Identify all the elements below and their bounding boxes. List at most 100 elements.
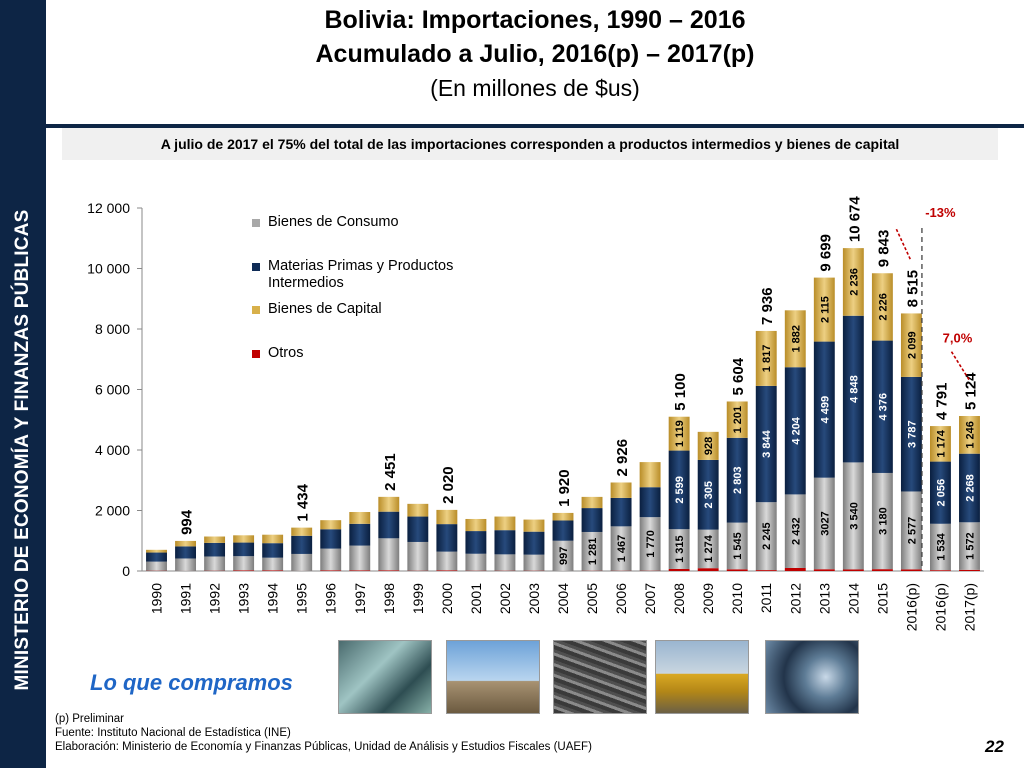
drilling-rig-photo (446, 640, 540, 714)
segment-data-label: 1 174 (935, 429, 947, 457)
bar-otros (233, 570, 255, 571)
change-annotation: 7,0% (943, 331, 973, 346)
segment-data-label: 4 204 (790, 416, 802, 444)
bar-bienes-de-capital (581, 531, 603, 571)
bar-bienes-de-capital (842, 462, 864, 570)
highlight-text: A julio de 2017 el 75% del total de las … (160, 136, 900, 152)
tagline: Lo que compramos (90, 670, 293, 695)
legend-swatch (252, 306, 260, 314)
legend-label: Materias Primas y Productos Intermedios (268, 258, 454, 291)
bar-bienes-de-consumo (407, 503, 429, 517)
bar-bienes-de-capital (262, 557, 284, 571)
x-tick-label: 1990 (149, 583, 165, 614)
bar-otros (436, 570, 458, 571)
bar-bienes-de-capital (552, 540, 574, 571)
bar-bienes-de-capital (523, 554, 545, 571)
bar-materias-primas (146, 552, 167, 562)
segment-data-label: 4 376 (877, 393, 889, 421)
bar-bienes-de-capital (726, 522, 748, 570)
bar-bienes-de-consumo (581, 496, 603, 509)
bar-otros (726, 569, 748, 571)
bar-materias-primas (523, 531, 545, 555)
bar-materias-primas (959, 453, 980, 523)
bar-bienes-de-consumo (175, 540, 197, 547)
x-tick-label: 2000 (439, 583, 455, 614)
bar-otros (929, 570, 951, 571)
bar-bienes-de-capital (697, 529, 719, 569)
bar-bienes-de-capital (755, 502, 777, 571)
bar-bienes-de-capital (784, 494, 806, 568)
bar-bienes-de-capital (320, 548, 342, 571)
x-tick-label: 1997 (352, 583, 368, 614)
bar-materias-primas (900, 376, 922, 492)
bar-bienes-de-consumo (610, 482, 632, 498)
segment-data-label: 3 787 (906, 420, 918, 448)
segment-data-label: 1 817 (761, 345, 773, 373)
segment-data-label: 1 770 (645, 530, 657, 558)
total-data-label: 994 (179, 509, 196, 535)
bar-bienes-de-capital (291, 553, 313, 571)
segment-data-label: 1 315 (674, 535, 686, 563)
total-data-label: 8 515 (904, 270, 921, 308)
bar-materias-primas (581, 508, 603, 532)
bar-bienes-de-consumo (262, 534, 284, 544)
highlight-banner (62, 128, 998, 160)
bar-bienes-de-consumo (842, 248, 864, 316)
bar-bienes-de-consumo (204, 536, 226, 543)
segment-data-label: 1 545 (732, 532, 744, 560)
total-data-label: 1 920 (556, 469, 573, 507)
bar-otros (871, 569, 893, 571)
bar-materias-primas (668, 450, 690, 530)
total-data-label: 9 699 (817, 234, 834, 272)
bar-otros (959, 569, 980, 571)
x-tick-label: 2009 (700, 583, 716, 614)
bar-materias-primas (871, 340, 893, 473)
ministry-sidebar: MINISTERIO DE ECONOMÍA Y FINANZAS PÚBLIC… (0, 0, 46, 768)
legend-swatch (252, 219, 260, 227)
legend-swatch (252, 350, 260, 358)
bar-materias-primas (929, 461, 951, 524)
x-tick-label: 2011 (758, 583, 774, 613)
segment-data-label: 2 432 (790, 517, 802, 545)
bar-materias-primas (175, 546, 197, 559)
footnote-elaboration: Elaboración: Ministerio de Economía y Fi… (55, 741, 592, 753)
bar-bienes-de-capital (900, 491, 922, 570)
segment-data-label: 997 (558, 547, 570, 565)
segment-data-label: 1 534 (935, 532, 947, 560)
x-tick-label: 2002 (497, 583, 513, 614)
bar-bienes-de-capital (871, 472, 893, 570)
x-tick-label: 2015 (874, 583, 890, 614)
bar-bienes-de-consumo (465, 518, 487, 532)
x-tick-label: 2003 (526, 583, 542, 614)
bar-bienes-de-consumo (436, 509, 458, 525)
segment-data-label: 4 499 (819, 396, 831, 424)
bar-bienes-de-consumo (900, 313, 922, 377)
bar-materias-primas (291, 535, 313, 554)
page-number: 22 (985, 737, 1004, 756)
bar-bienes-de-consumo (813, 277, 835, 342)
bar-bienes-de-consumo (494, 516, 516, 531)
bar-materias-primas (262, 543, 284, 558)
x-tick-label: 2013 (816, 583, 832, 614)
total-data-label: 7 936 (759, 287, 776, 325)
bar-otros (755, 570, 777, 571)
bar-bienes-de-capital (494, 554, 516, 571)
y-tick-label: 8 000 (95, 321, 130, 337)
bar-materias-primas (494, 530, 516, 555)
bar-bienes-de-capital (349, 545, 371, 571)
bar-bienes-de-consumo (959, 415, 980, 454)
bar-bienes-de-capital (610, 526, 632, 571)
x-tick-label: 2017(p) (961, 583, 977, 631)
change-arrow (950, 351, 971, 381)
bar-materias-primas (813, 341, 835, 478)
x-tick-label: 1999 (410, 583, 426, 614)
bar-otros (697, 568, 719, 571)
turbine-photo (765, 640, 859, 714)
legend-label: Bienes de Consumo (268, 214, 399, 230)
bar-bienes-de-consumo (668, 416, 690, 451)
bar-bienes-de-capital (175, 558, 197, 571)
steel-rebar-photo (553, 640, 647, 714)
bar-bienes-de-capital (929, 523, 951, 571)
total-data-label: 10 674 (846, 196, 863, 243)
segment-data-label: 1 274 (703, 534, 715, 562)
